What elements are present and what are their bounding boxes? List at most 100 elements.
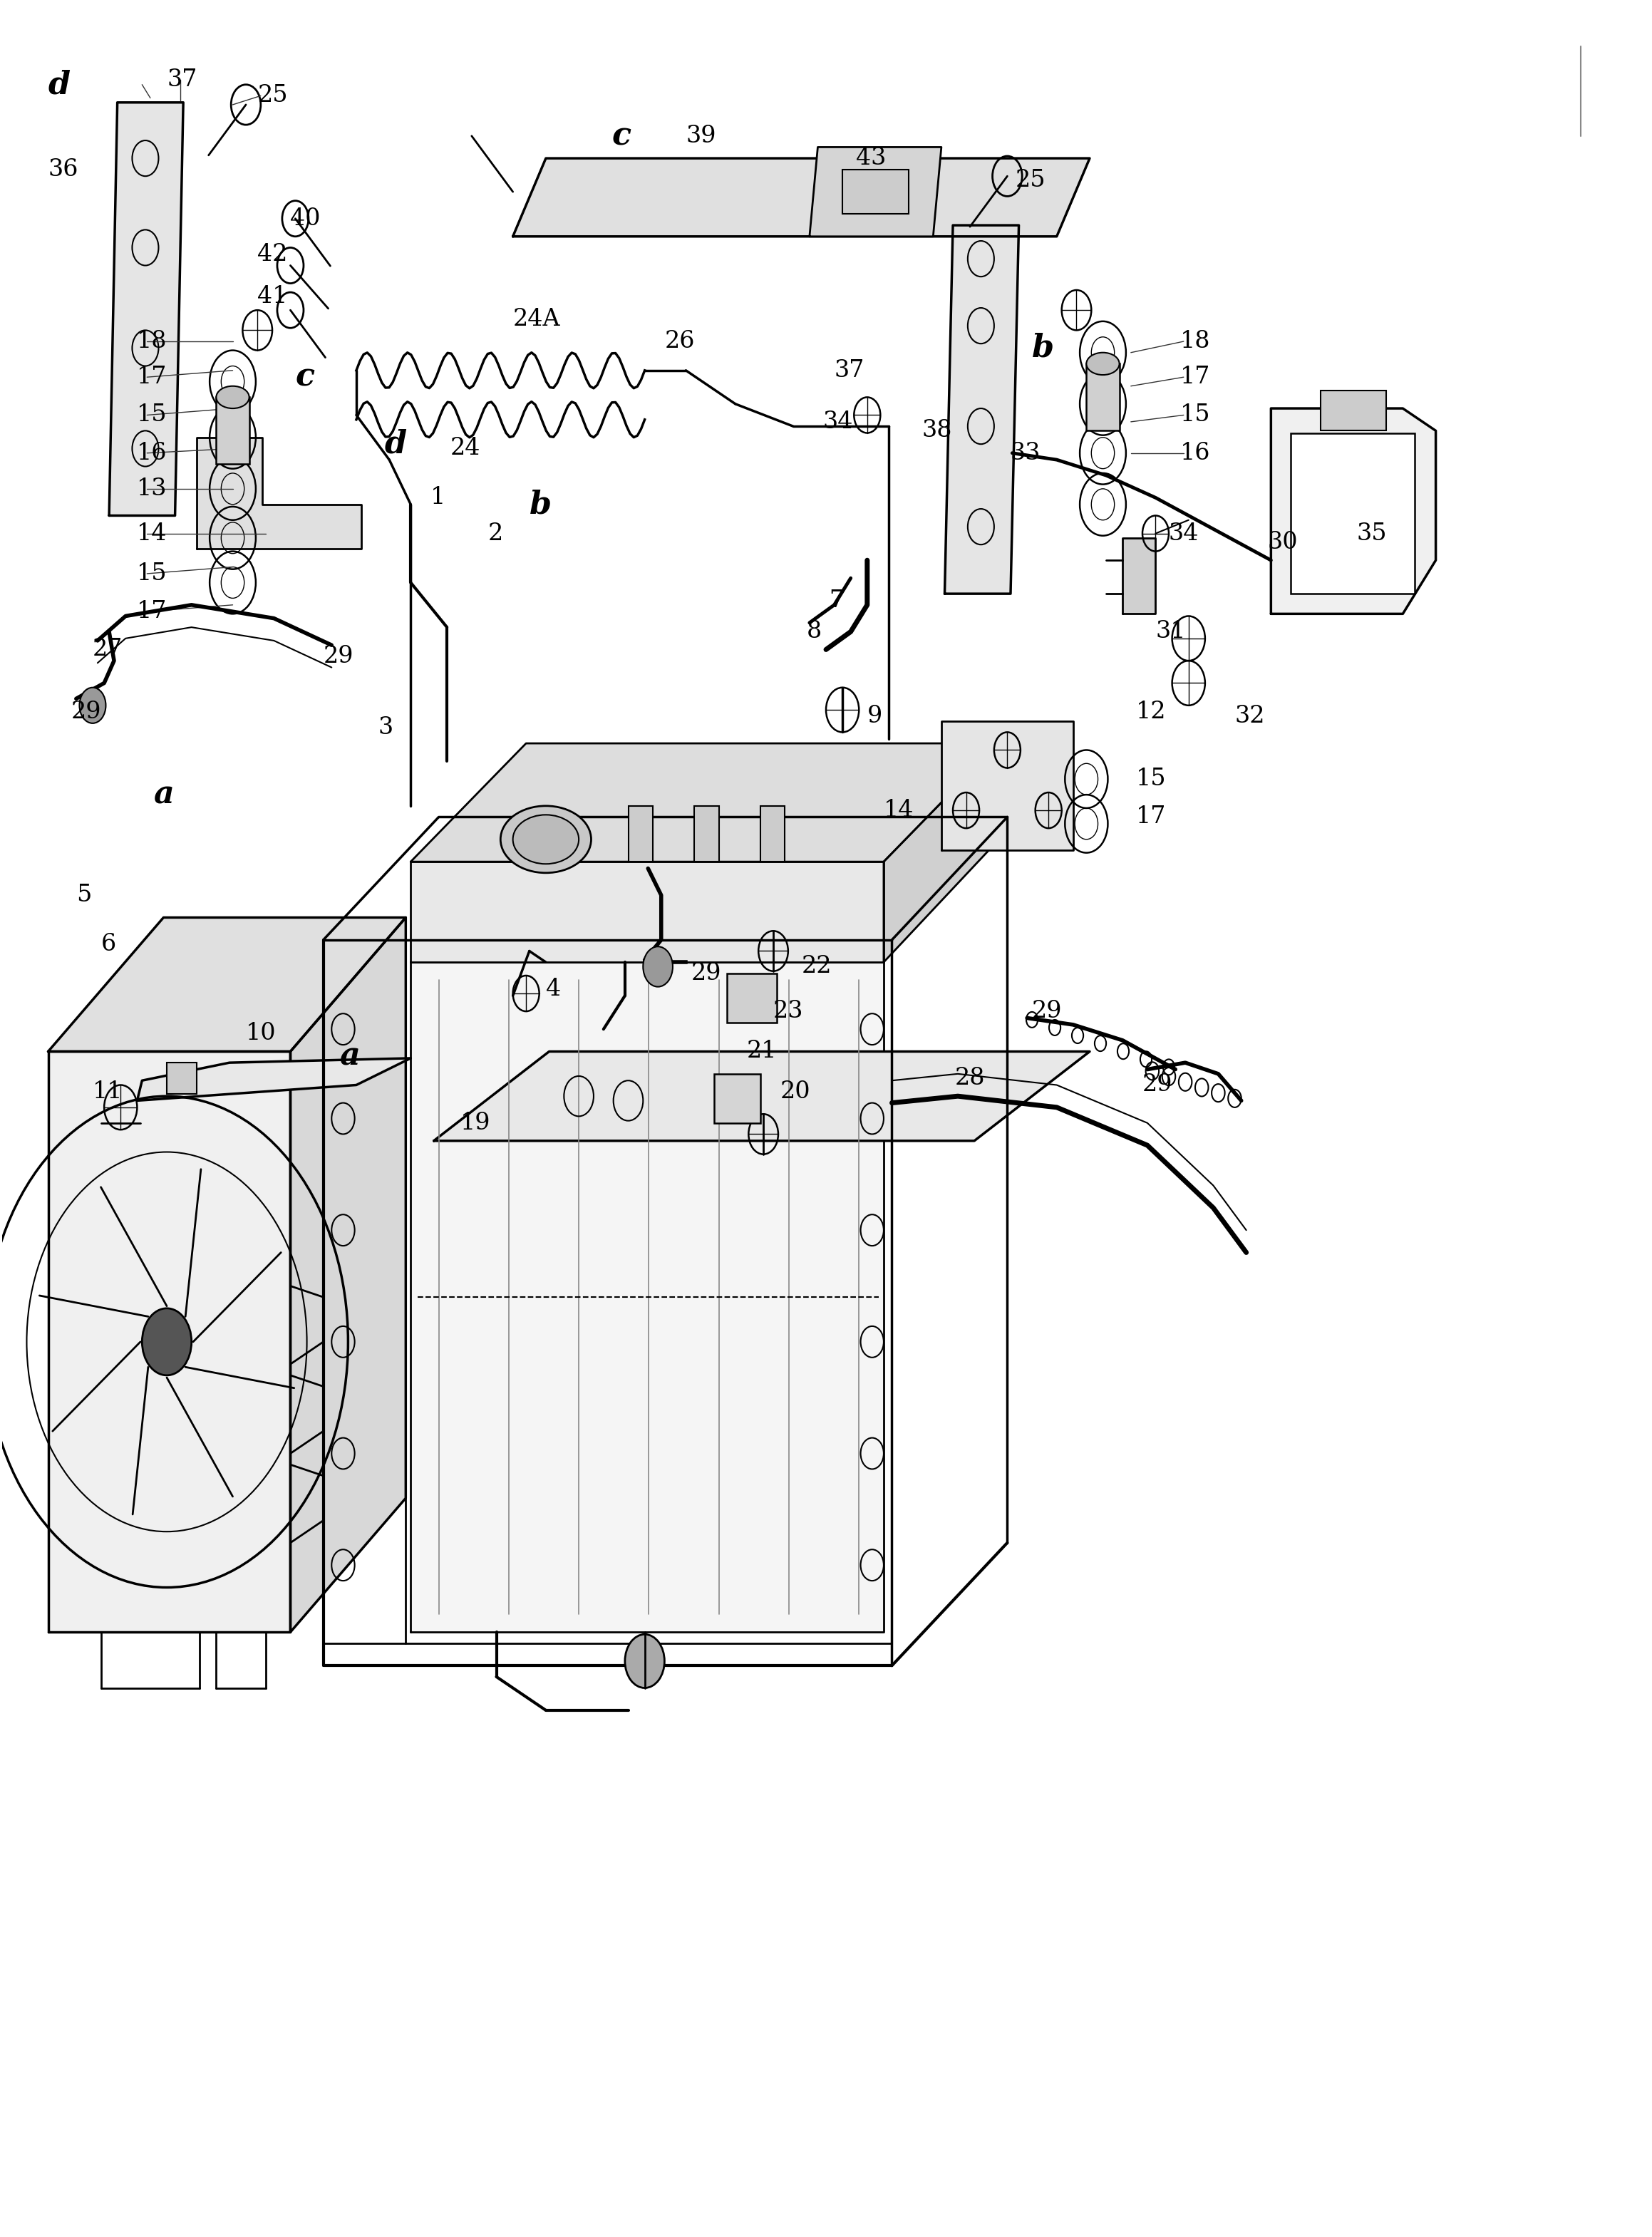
Text: 34: 34: [1170, 521, 1199, 546]
Polygon shape: [291, 917, 406, 1633]
Text: 8: 8: [806, 620, 821, 642]
Text: a: a: [340, 1040, 360, 1072]
Polygon shape: [197, 438, 362, 548]
Circle shape: [643, 946, 672, 987]
Text: 14: 14: [884, 799, 914, 821]
Polygon shape: [512, 159, 1090, 237]
Text: 17: 17: [137, 600, 167, 622]
Text: 33: 33: [1011, 441, 1041, 465]
Bar: [216, 398, 249, 465]
Ellipse shape: [1087, 353, 1120, 376]
Circle shape: [142, 1309, 192, 1376]
Bar: [760, 805, 785, 861]
Text: d: d: [385, 430, 406, 459]
Ellipse shape: [216, 387, 249, 409]
Text: 38: 38: [922, 418, 952, 443]
Polygon shape: [434, 1051, 1090, 1141]
Text: 29: 29: [1143, 1074, 1173, 1096]
Text: 21: 21: [747, 1040, 776, 1063]
Text: 30: 30: [1267, 530, 1298, 555]
Text: 35: 35: [1356, 521, 1388, 546]
Polygon shape: [809, 148, 942, 237]
Text: 29: 29: [691, 962, 722, 984]
Bar: [1320, 391, 1386, 432]
Text: 17: 17: [137, 365, 167, 389]
Text: 29: 29: [324, 644, 354, 667]
Bar: [1087, 365, 1120, 432]
Text: 37: 37: [167, 69, 197, 92]
Bar: [694, 805, 719, 861]
Text: 5: 5: [76, 884, 91, 906]
Polygon shape: [48, 1051, 291, 1633]
Text: 39: 39: [686, 125, 717, 148]
Polygon shape: [411, 743, 999, 861]
Text: 32: 32: [1234, 705, 1265, 727]
Text: 18: 18: [137, 331, 167, 353]
Text: 20: 20: [780, 1080, 809, 1103]
Polygon shape: [411, 962, 884, 1633]
Text: 24A: 24A: [512, 309, 560, 331]
Polygon shape: [109, 103, 183, 515]
Circle shape: [79, 687, 106, 723]
Text: 29: 29: [71, 700, 101, 723]
Circle shape: [624, 1635, 664, 1689]
Text: 17: 17: [1137, 805, 1166, 828]
Text: 15: 15: [1137, 767, 1166, 790]
Text: 41: 41: [258, 286, 287, 309]
Text: 2: 2: [487, 521, 504, 546]
Text: 15: 15: [137, 403, 167, 427]
Text: 9: 9: [867, 705, 882, 727]
Text: 15: 15: [137, 561, 167, 586]
Text: 19: 19: [461, 1112, 491, 1134]
Text: c: c: [611, 121, 631, 152]
Text: 12: 12: [1137, 700, 1166, 723]
Text: a: a: [154, 778, 173, 810]
Polygon shape: [884, 743, 999, 962]
Polygon shape: [137, 1058, 411, 1101]
Text: 31: 31: [1156, 620, 1186, 642]
Bar: [843, 170, 909, 215]
Text: 29: 29: [1032, 1000, 1062, 1022]
Polygon shape: [411, 861, 884, 962]
Text: 27: 27: [93, 638, 122, 660]
Text: 28: 28: [955, 1067, 985, 1089]
Text: 4: 4: [545, 978, 562, 1000]
Polygon shape: [48, 917, 406, 1051]
Text: 25: 25: [1016, 170, 1046, 192]
Text: 43: 43: [856, 148, 885, 170]
Bar: [727, 973, 776, 1022]
Text: 25: 25: [258, 85, 287, 107]
Text: 23: 23: [773, 1000, 803, 1022]
Bar: [167, 1063, 197, 1094]
Text: 22: 22: [801, 955, 831, 978]
Text: 10: 10: [246, 1022, 276, 1045]
Polygon shape: [942, 720, 1074, 850]
Polygon shape: [1123, 537, 1156, 613]
Text: 24: 24: [451, 436, 481, 461]
Text: 13: 13: [137, 476, 167, 501]
Polygon shape: [1270, 409, 1436, 613]
Ellipse shape: [501, 805, 591, 872]
Text: 15: 15: [1180, 403, 1211, 427]
Text: 17: 17: [1180, 365, 1211, 389]
Text: 14: 14: [137, 521, 167, 546]
Bar: [628, 805, 653, 861]
Text: d: d: [48, 69, 71, 101]
Text: 7: 7: [829, 588, 844, 613]
Text: 40: 40: [291, 208, 320, 230]
Bar: [714, 1074, 760, 1123]
Ellipse shape: [512, 814, 578, 863]
Text: 1: 1: [431, 485, 446, 510]
Text: 34: 34: [823, 409, 852, 434]
Text: 11: 11: [93, 1080, 122, 1103]
Text: 16: 16: [137, 441, 167, 465]
Bar: [1290, 434, 1414, 593]
Text: 37: 37: [834, 358, 864, 383]
Text: 26: 26: [664, 331, 695, 353]
Polygon shape: [945, 226, 1019, 593]
Text: 18: 18: [1180, 331, 1211, 353]
Text: b: b: [1032, 333, 1054, 362]
Text: c: c: [296, 362, 314, 391]
Text: 36: 36: [48, 159, 78, 181]
Text: 3: 3: [378, 716, 393, 738]
